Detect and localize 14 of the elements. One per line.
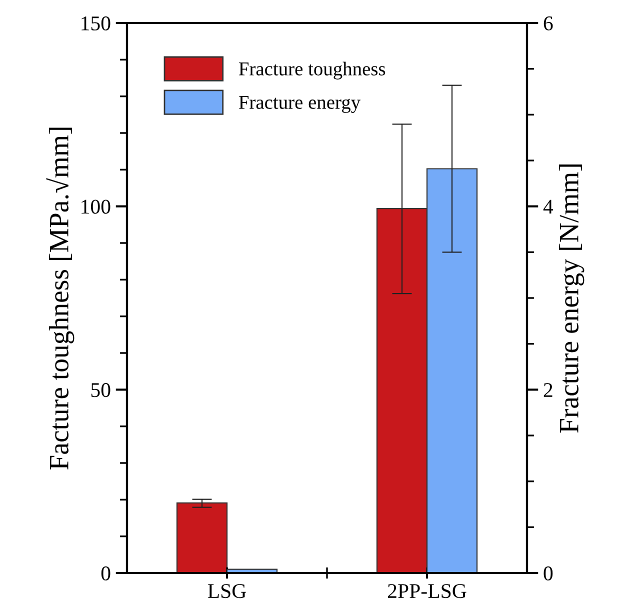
y-tick-label: 0 <box>101 566 110 580</box>
y2-tick-label: 0 <box>544 566 553 580</box>
x-tick-label: 2PP-LSG <box>388 584 466 598</box>
y2-tick-label: 4 <box>543 200 554 214</box>
y2-axis-title: Fracture energy [N/mm] <box>558 164 584 433</box>
y-tick-label: 50 <box>91 383 110 398</box>
y-tick-label: 100 <box>82 200 110 214</box>
y2-tick-label: 6 <box>544 16 553 30</box>
y2-tick-label: 2 <box>544 383 552 397</box>
y-axis-title: Facture toughness [MPa.√mm] <box>46 128 74 470</box>
legend-label: Fracture toughness <box>238 62 386 80</box>
x-tick-label: LSG <box>208 584 246 598</box>
y-tick-label: 150 <box>82 16 110 30</box>
legend-label: Fracture energy <box>238 96 361 113</box>
